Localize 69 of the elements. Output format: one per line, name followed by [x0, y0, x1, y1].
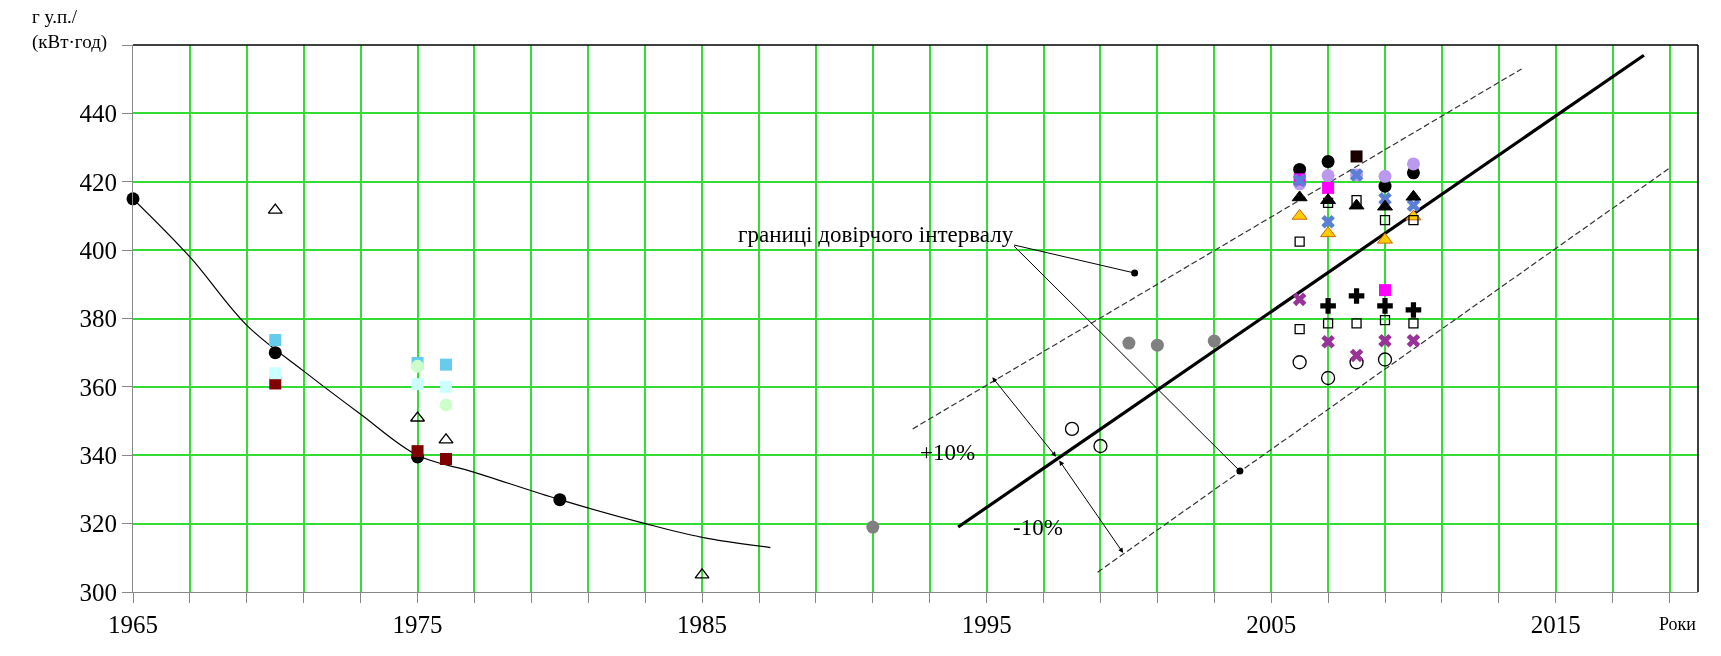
point	[411, 359, 425, 373]
point	[1377, 298, 1393, 314]
x-axis-title: Роки	[1659, 614, 1697, 634]
point	[440, 358, 452, 371]
point	[1378, 169, 1392, 183]
point	[1322, 197, 1334, 209]
point	[1379, 315, 1391, 326]
point	[1406, 333, 1421, 348]
point	[440, 453, 452, 466]
point	[1406, 157, 1420, 171]
point	[1093, 438, 1108, 454]
point	[411, 378, 424, 391]
point	[553, 493, 567, 507]
point	[1351, 318, 1362, 329]
point	[1294, 323, 1305, 335]
y-tick-label: 420	[79, 168, 117, 196]
point	[1351, 195, 1362, 206]
point	[1292, 355, 1307, 370]
point	[1349, 348, 1364, 363]
point	[1320, 370, 1336, 386]
point	[1405, 302, 1422, 318]
point	[1291, 208, 1308, 220]
y-tick-label: 340	[79, 442, 117, 469]
x-tick-label: 1985	[677, 611, 728, 638]
point	[1291, 190, 1308, 202]
point	[411, 445, 424, 458]
point	[1321, 155, 1335, 169]
point	[1150, 338, 1164, 352]
point	[1405, 189, 1422, 201]
x-tick-label: 1995	[961, 611, 1012, 638]
y-tick-label: 440	[79, 100, 117, 128]
point	[439, 398, 453, 412]
point	[1350, 150, 1363, 163]
point	[1408, 214, 1419, 226]
point	[1320, 226, 1337, 238]
point	[1348, 288, 1365, 304]
y-tick-label: 380	[79, 305, 117, 333]
y-tick-label: 400	[79, 236, 117, 264]
y-axis-title: г у.п./ (кВт·год)	[32, 6, 108, 53]
point	[1064, 421, 1080, 437]
y-tick-label: 320	[79, 510, 117, 538]
x-tick-label: 1975	[392, 611, 443, 638]
point	[268, 346, 282, 360]
point	[269, 367, 282, 380]
point	[440, 380, 452, 393]
point	[1131, 269, 1139, 277]
point	[1122, 336, 1136, 350]
point	[1321, 169, 1335, 183]
point	[1408, 318, 1419, 329]
x-tick-label: 2015	[1530, 611, 1581, 638]
y-tick-label: 300	[79, 578, 117, 606]
point	[1379, 214, 1391, 226]
point	[1379, 284, 1391, 297]
point	[1294, 236, 1305, 247]
point	[1322, 181, 1335, 194]
x-tick-label: 2005	[1246, 611, 1297, 638]
point	[1292, 292, 1307, 307]
point	[866, 520, 880, 534]
point	[1378, 333, 1392, 348]
y-tick-label: 360	[79, 373, 117, 401]
point	[1207, 334, 1221, 348]
point	[1321, 214, 1335, 229]
x-tick-label: 1965	[108, 611, 158, 638]
point	[269, 334, 282, 347]
point	[1377, 352, 1393, 367]
point	[1322, 318, 1334, 329]
point	[1348, 198, 1365, 210]
point	[1321, 334, 1335, 349]
point	[1320, 298, 1336, 314]
